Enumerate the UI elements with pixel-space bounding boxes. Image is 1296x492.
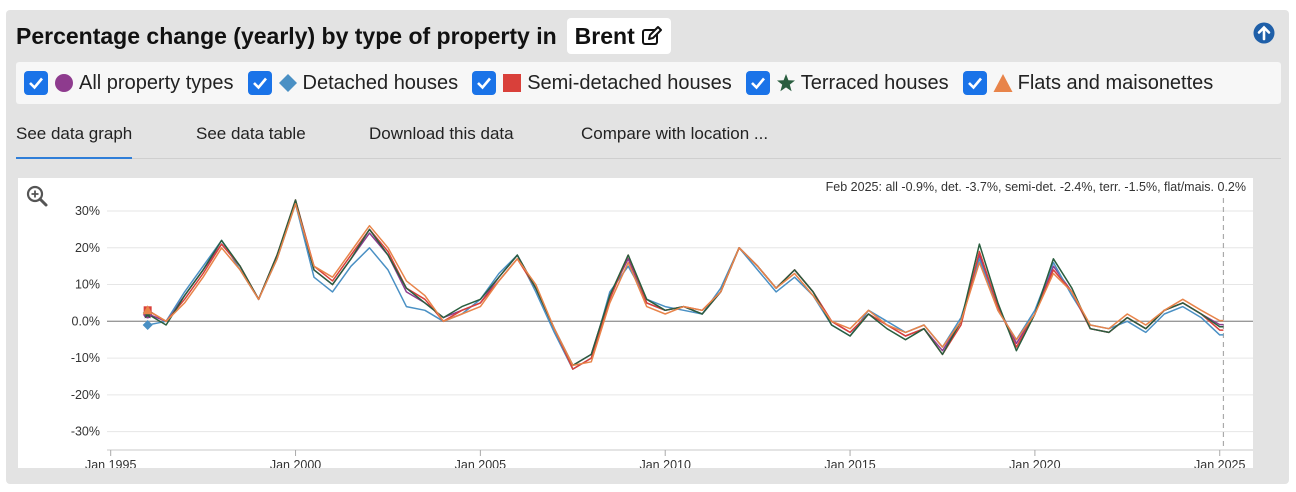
series-line-3: [147, 199, 1224, 367]
legend-label-detached: Detached houses: [302, 71, 459, 94]
check-icon: [29, 77, 43, 90]
chart-title: Percentage change (yearly) by type of pr…: [16, 22, 557, 49]
view-tabs: See data graph See data table Download t…: [16, 114, 1281, 159]
legend-item-semi[interactable]: Semi-detached houses: [472, 71, 732, 95]
check-icon: [252, 77, 267, 90]
checkbox-semi[interactable]: [472, 71, 497, 95]
chart-annotation: Feb 2025: all -0.9%, det. -3.7%, semi-de…: [826, 180, 1246, 194]
check-icon: [967, 77, 982, 90]
series-legend: All property types Detached houses Semi-…: [16, 62, 1281, 104]
check-icon: [477, 77, 492, 90]
chart-panel: Percentage change (yearly) by type of pr…: [6, 10, 1289, 484]
x-tick-label: Jan 2020: [1009, 458, 1060, 468]
star-icon: [776, 74, 795, 92]
x-tick-label: Jan 2025: [1194, 458, 1245, 468]
x-tick-label: Jan 2010: [639, 458, 690, 468]
location-label: Brent: [574, 22, 635, 49]
edit-icon: [641, 26, 662, 45]
y-tick-label: 10%: [75, 278, 100, 292]
x-tick-label: Jan 2005: [455, 458, 506, 468]
legend-label-semi: Semi-detached houses: [527, 71, 732, 94]
start-marker-1: [142, 320, 153, 330]
legend-label-terraced: Terraced houses: [800, 71, 949, 94]
legend-item-terraced[interactable]: Terraced houses: [745, 71, 949, 95]
y-tick-label: -20%: [71, 388, 100, 402]
circle-icon: [55, 74, 73, 92]
legend-label-all: All property types: [79, 71, 234, 94]
line-chart: Feb 2025: all -0.9%, det. -3.7%, semi-de…: [26, 180, 1253, 468]
chart-area: Feb 2025: all -0.9%, det. -3.7%, semi-de…: [18, 178, 1253, 468]
triangle-icon: [993, 74, 1013, 92]
check-icon: [750, 77, 765, 90]
y-tick-label: -10%: [71, 351, 100, 365]
start-marker-4: [142, 305, 153, 315]
y-tick-label: 0.0%: [72, 314, 101, 328]
tab-compare-location[interactable]: Compare with location ...: [581, 124, 769, 143]
legend-item-detached[interactable]: Detached houses: [247, 71, 459, 95]
diamond-icon: [278, 74, 297, 92]
y-tick-label: 30%: [75, 204, 100, 218]
square-icon: [503, 74, 522, 92]
legend-item-all[interactable]: All property types: [24, 71, 234, 95]
location-button[interactable]: Brent: [566, 18, 671, 54]
checkbox-flats[interactable]: [962, 71, 987, 95]
legend-label-flats: Flats and maisonettes: [1017, 71, 1214, 94]
tab-see-data-graph[interactable]: See data graph: [16, 124, 133, 159]
series-line-4: [147, 202, 1224, 367]
scroll-up-icon[interactable]: [1253, 22, 1275, 44]
checkbox-detached[interactable]: [247, 71, 272, 95]
tab-download-data[interactable]: Download this data: [369, 124, 514, 143]
zoom-icon[interactable]: [26, 185, 48, 207]
tab-see-data-table[interactable]: See data table: [196, 124, 306, 143]
checkbox-terraced[interactable]: [745, 71, 770, 95]
series-line-1: [147, 202, 1224, 370]
title-row: Percentage change (yearly) by type of pr…: [16, 18, 671, 54]
x-tick-label: Jan 1995: [85, 458, 136, 468]
checkbox-all[interactable]: [24, 71, 48, 95]
legend-item-flats[interactable]: Flats and maisonettes: [962, 71, 1214, 95]
x-tick-label: Jan 2015: [824, 458, 875, 468]
y-tick-label: -30%: [71, 425, 100, 439]
x-tick-label: Jan 2000: [270, 458, 321, 468]
y-tick-label: 20%: [75, 241, 100, 255]
